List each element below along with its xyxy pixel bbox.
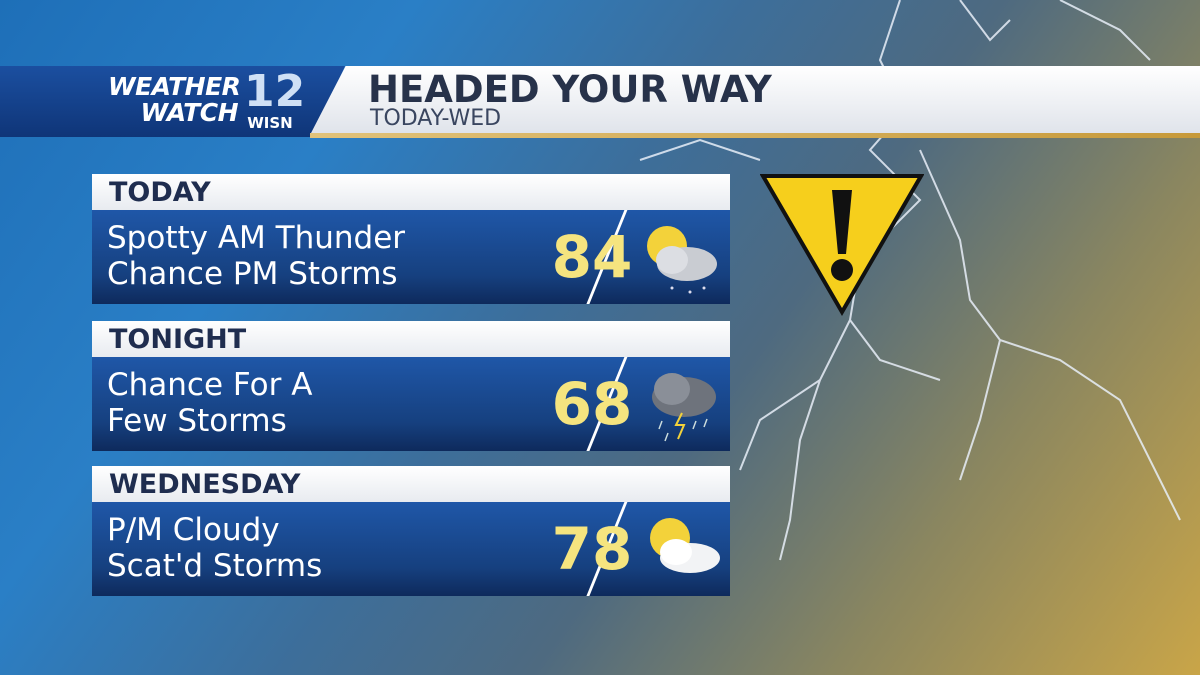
callsign: WISN — [247, 114, 293, 132]
period-label: TODAY — [92, 174, 730, 210]
forecast-panel-wednesday: WEDNESDAY P/M Cloudy Scat'd Storms 78 — [92, 466, 730, 596]
period-description: P/M Cloudy Scat'd Storms — [107, 512, 323, 584]
period-description: Spotty AM Thunder Chance PM Storms — [107, 220, 406, 292]
partly-cloudy-icon — [650, 518, 720, 573]
page-subtitle: TODAY-WED — [370, 106, 502, 131]
period-description: Chance For A Few Storms — [107, 367, 313, 439]
period-temp: 78 — [551, 515, 633, 583]
period-label: TONIGHT — [92, 321, 730, 357]
header-title-band — [310, 66, 1200, 135]
forecast-panel-today: TODAY Spotty AM Thunder Chance PM Storms… — [92, 174, 730, 304]
warning-triangle-icon — [760, 174, 924, 316]
header-logo-band — [0, 66, 345, 137]
period-temp: 84 — [551, 223, 633, 291]
weather-watch-logo: WEATHER WATCH — [108, 72, 241, 127]
partly-sunny-showers-icon — [647, 226, 717, 294]
period-label: WEDNESDAY — [92, 466, 730, 502]
thunderstorm-icon — [652, 373, 716, 442]
header-gold-rule — [310, 133, 1200, 138]
channel-12-logo: 12 — [244, 66, 306, 117]
forecast-panel-tonight: TONIGHT Chance For A Few Storms 68 — [92, 321, 730, 451]
page-title: HEADED YOUR WAY — [368, 68, 772, 111]
period-temp: 68 — [551, 370, 633, 438]
